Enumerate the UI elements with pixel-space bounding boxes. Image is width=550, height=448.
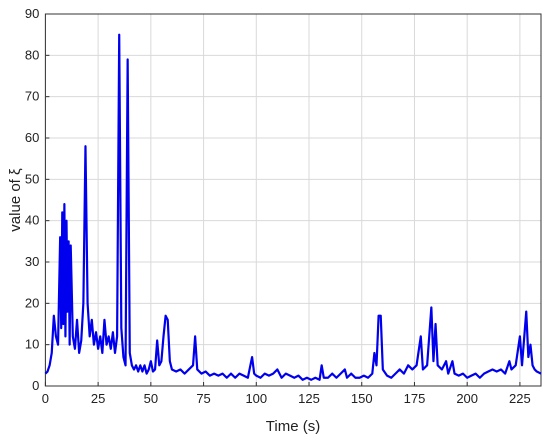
x-tick-label: 200 bbox=[456, 391, 478, 406]
y-tick-label: 70 bbox=[25, 89, 39, 104]
x-tick-label: 100 bbox=[245, 391, 267, 406]
y-tick-label: 90 bbox=[25, 6, 39, 21]
y-tick-label: 60 bbox=[25, 130, 39, 145]
x-tick-label: 150 bbox=[351, 391, 373, 406]
x-tick-label: 25 bbox=[91, 391, 105, 406]
y-tick-label: 0 bbox=[32, 378, 39, 393]
y-tick-label: 30 bbox=[25, 254, 39, 269]
y-tick-label: 40 bbox=[25, 213, 39, 228]
x-tick-label: 75 bbox=[196, 391, 210, 406]
x-tick-label: 50 bbox=[144, 391, 158, 406]
y-axis-label: value of ξ bbox=[7, 168, 24, 232]
x-tick-label: 0 bbox=[42, 391, 49, 406]
y-tick-label: 80 bbox=[25, 47, 39, 62]
x-tick-label: 175 bbox=[404, 391, 426, 406]
x-axis-label: Time (s) bbox=[266, 418, 320, 435]
y-tick-label: 10 bbox=[25, 337, 39, 352]
data-line bbox=[44, 33, 542, 381]
plot-frame bbox=[44, 13, 542, 387]
y-tick-label: 50 bbox=[25, 171, 39, 186]
x-tick-label: 225 bbox=[509, 391, 531, 406]
x-tick-label: 125 bbox=[298, 391, 320, 406]
y-tick-label: 20 bbox=[25, 295, 39, 310]
